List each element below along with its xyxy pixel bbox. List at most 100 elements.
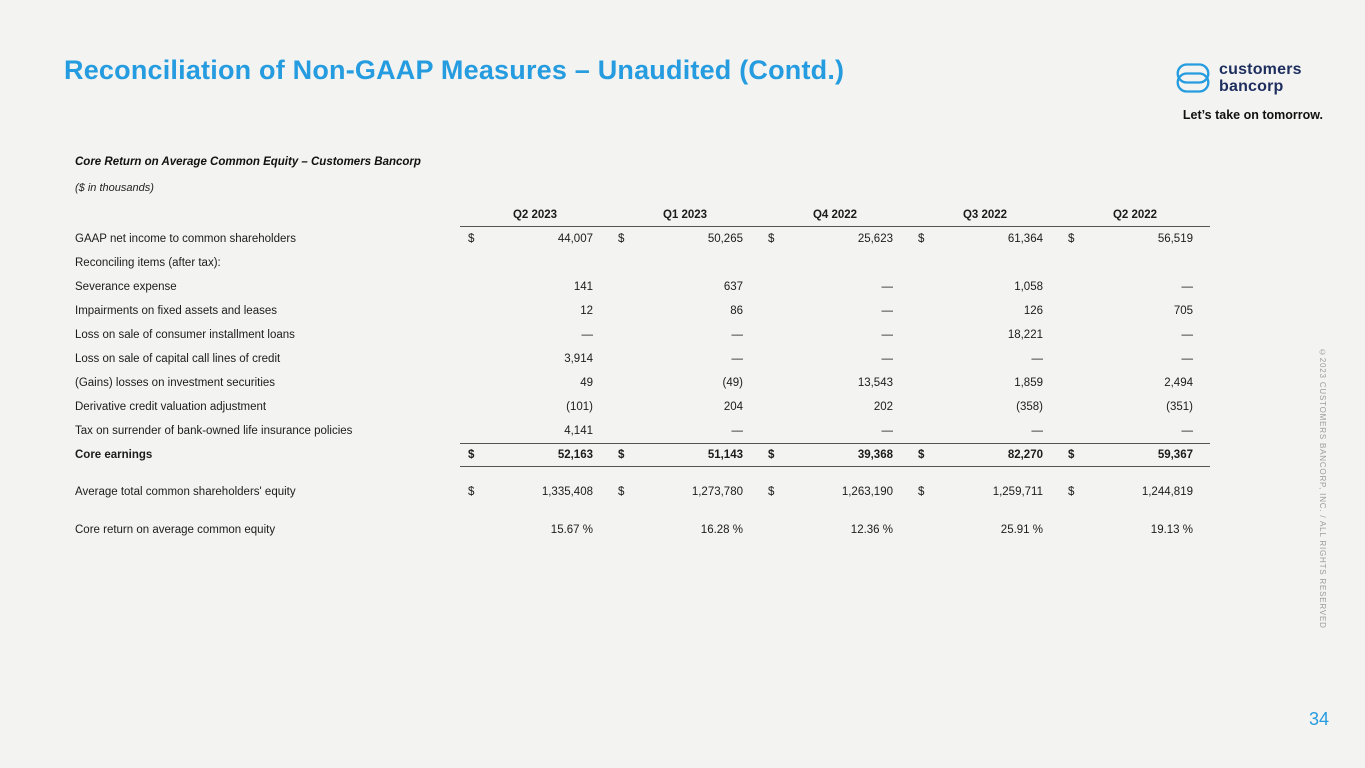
page-title: Reconciliation of Non-GAAP Measures – Un… (64, 55, 845, 85)
cell-value: 15.67 % (550, 524, 593, 536)
value-cell: — (760, 305, 910, 317)
value-cell: 705 (1060, 305, 1210, 317)
cell-value: 1,263,190 (841, 486, 893, 498)
cell-value: 3,914 (564, 353, 593, 365)
value-cell: — (1060, 281, 1210, 293)
value-cell: 4,141 (460, 425, 610, 437)
cell-value: 39,368 (857, 449, 893, 461)
value-cell: — (610, 329, 760, 341)
value-cell: $44,007 (460, 233, 610, 245)
value-cell: $1,273,780 (610, 486, 760, 498)
value-cell: 18,221 (910, 329, 1060, 341)
row-label: Loss on sale of consumer installment loa… (75, 329, 295, 341)
customers-bancorp-logo-icon (1176, 63, 1210, 93)
value-cell: — (760, 329, 910, 341)
cell-value: 204 (723, 401, 743, 413)
copyright-vertical-text: ©2023 CUSTOMERS BANCORP, INC. / ALL RIGH… (1318, 348, 1327, 629)
cell-value: 141 (573, 281, 593, 293)
cell-value: 49 (580, 377, 593, 389)
cell-value: (351) (1166, 401, 1193, 413)
cell-value: 1,335,408 (541, 486, 593, 498)
value-cell: (101) (460, 401, 610, 413)
value-cell: 86 (610, 305, 760, 317)
table-title: Core Return on Average Common Equity – C… (75, 156, 421, 168)
brand-name-line2: bancorp (1219, 78, 1284, 95)
table-row: Core return on average common equity 15.6… (75, 518, 1210, 542)
brand-wordmark: customers bancorp (1219, 61, 1302, 95)
table-row: Tax on surrender of bank-owned life insu… (75, 419, 1210, 443)
cell-value: 637 (723, 281, 743, 293)
value-cell: 19.13 % (1060, 524, 1210, 536)
value-cell: 15.67 % (460, 524, 610, 536)
row-label: Loss on sale of capital call lines of cr… (75, 353, 281, 365)
cell-value: — (1181, 425, 1194, 437)
table-row: Core earnings $52,163 $51,143 $39,368 $82,27… (75, 443, 1210, 467)
cell-value: 16.28 % (700, 524, 743, 536)
cell-value: (101) (566, 401, 593, 413)
cell-value: 1,859 (1014, 377, 1043, 389)
cell-value: 1,273,780 (691, 486, 743, 498)
value-cell: — (460, 329, 610, 341)
column-header: Q4 2022 (812, 208, 858, 221)
cell-value: 12 (580, 305, 593, 317)
cell-value: 1,259,711 (992, 486, 1043, 498)
cell-value: 18,221 (1007, 329, 1043, 341)
cell-value: 25.91 % (1000, 524, 1043, 536)
cell-value: 19.13 % (1150, 524, 1193, 536)
table-row: GAAP net income to common shareholders $4… (75, 227, 1210, 251)
cell-value: 1,058 (1014, 281, 1043, 293)
value-cell: 12.36 % (760, 524, 910, 536)
value-cell: — (1060, 425, 1210, 437)
table-units-note: ($ in thousands) (75, 182, 154, 194)
row-label: Impairments on fixed assets and leases (75, 305, 277, 317)
value-cell: $52,163 (460, 449, 610, 461)
value-cell: 141 (460, 281, 610, 293)
cell-value: — (731, 353, 744, 365)
cell-value: — (731, 329, 744, 341)
column-header: Q1 2023 (662, 208, 708, 221)
value-cell: 637 (610, 281, 760, 293)
cell-value: — (881, 281, 894, 293)
value-cell: — (910, 353, 1060, 365)
table-row: Loss on sale of capital call lines of cr… (75, 347, 1210, 371)
dollar-sign: $ (768, 486, 775, 498)
row-label: Reconciling items (after tax): (75, 257, 221, 269)
value-cell: $51,143 (610, 449, 760, 461)
cell-value: 126 (1023, 305, 1043, 317)
cell-value: 1,244,819 (1141, 486, 1193, 498)
value-cell: $56,519 (1060, 233, 1210, 245)
row-label: Average total common shareholders' equit… (75, 486, 296, 498)
value-cell: — (910, 425, 1060, 437)
cell-value: 12.36 % (850, 524, 893, 536)
row-label: Derivative credit valuation adjustment (75, 401, 267, 413)
value-cell: 25.91 % (910, 524, 1060, 536)
cell-value: — (1031, 353, 1044, 365)
cell-value: (358) (1016, 401, 1043, 413)
value-cell: (358) (910, 401, 1060, 413)
cell-value: 13,543 (857, 377, 893, 389)
row-label: Core return on average common equity (75, 524, 276, 536)
cell-value: — (1181, 329, 1194, 341)
cell-value: — (1181, 353, 1194, 365)
value-cell: $1,259,711 (910, 486, 1060, 498)
cell-value: 4,141 (564, 425, 593, 437)
cell-value: 59,367 (1157, 449, 1193, 461)
row-label: Severance expense (75, 281, 177, 293)
cell-value: 51,143 (707, 449, 743, 461)
cell-value: — (881, 329, 894, 341)
cell-value: — (881, 305, 894, 317)
value-cell: — (610, 425, 760, 437)
value-cell: — (610, 353, 760, 365)
value-cell: 126 (910, 305, 1060, 317)
dollar-sign: $ (1068, 233, 1075, 245)
value-cell: 2,494 (1060, 377, 1210, 389)
dollar-sign: $ (918, 486, 925, 498)
column-header: Q3 2022 (962, 208, 1008, 221)
table-row: Average total common shareholders' equit… (75, 480, 1210, 504)
row-label: Core earnings (75, 449, 153, 461)
cell-value: (49) (722, 377, 743, 389)
row-label: Tax on surrender of bank-owned life insu… (75, 425, 353, 437)
dollar-sign: $ (618, 449, 625, 461)
dollar-sign: $ (618, 233, 625, 245)
value-cell: 12 (460, 305, 610, 317)
